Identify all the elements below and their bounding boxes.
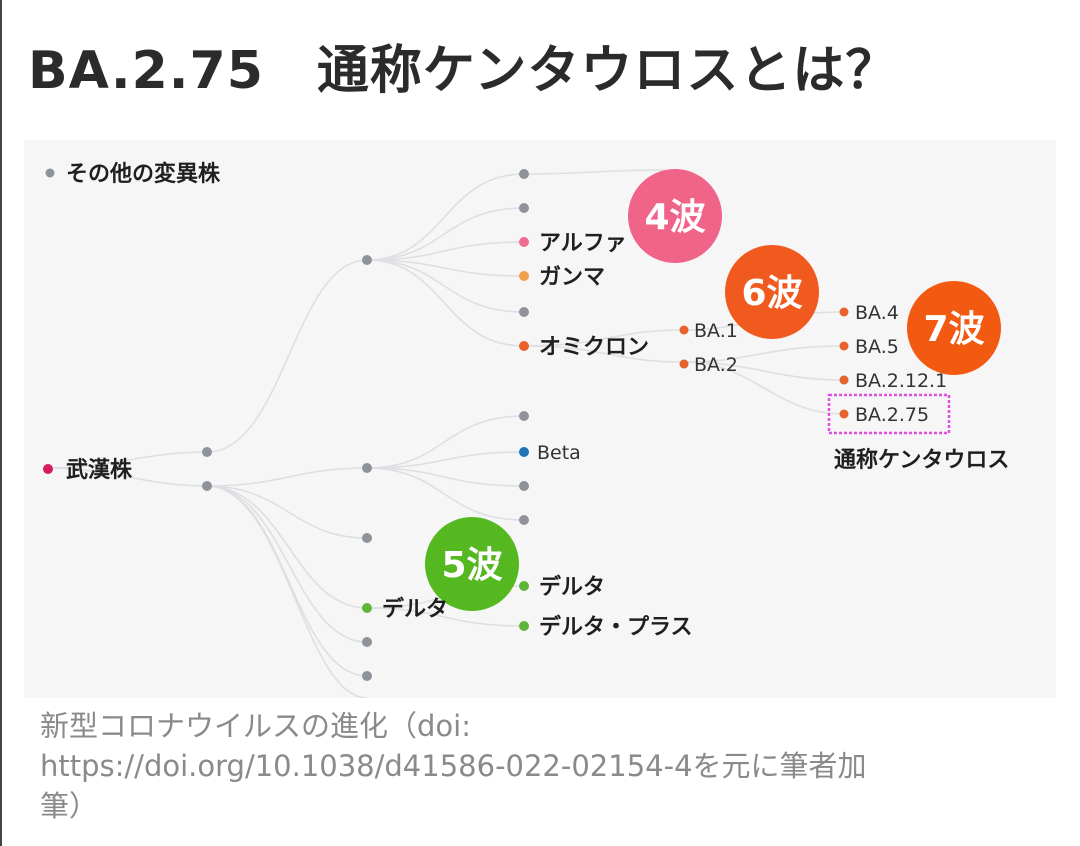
- wave-6-circle: [725, 245, 819, 339]
- left-border: [0, 0, 2, 846]
- label-ba2: BA.2: [694, 354, 738, 376]
- node-beta: [519, 447, 529, 457]
- wave-5-label: 5波: [441, 545, 502, 586]
- node: [202, 447, 212, 457]
- node: [362, 671, 372, 681]
- node-ba4: [839, 307, 849, 317]
- label-beta: Beta: [537, 442, 581, 464]
- label-delta-plus: デルタ・プラス: [539, 614, 693, 640]
- node: [519, 307, 529, 317]
- variant-tree-figure: その他の変異株 武漢株 アルファ ガンマ オミクロン BA.1 BA.2 BA.…: [24, 140, 1056, 698]
- ba275-highlight-box: [827, 393, 951, 435]
- label-ba1: BA.1: [694, 320, 738, 342]
- node-other: [45, 168, 55, 178]
- wave-5-circle: [425, 517, 519, 611]
- node: [519, 203, 529, 213]
- label-alpha: アルファ: [539, 231, 627, 256]
- node: [519, 515, 529, 525]
- wave-6-label: 6波: [741, 273, 802, 314]
- node-wuhan: [43, 464, 53, 474]
- caption-line-1: 新型コロナウイルスの進化（doi:: [40, 709, 471, 743]
- caption-line-3: 筆）: [40, 789, 99, 823]
- label-omicron: オミクロン: [539, 335, 649, 360]
- figure-caption: 新型コロナウイルスの進化（doi: https://doi.org/10.103…: [40, 706, 1040, 826]
- node-delta: [519, 581, 529, 591]
- node-delta-mid: [362, 603, 372, 613]
- caption-line-2: https://doi.org/10.1038/d41586-022-02154…: [40, 749, 867, 783]
- node-delta-plus: [519, 621, 529, 631]
- wave-7-circle: [907, 281, 1001, 375]
- label-delta: デルタ: [539, 574, 605, 600]
- node-ba2: [679, 359, 689, 369]
- wave-4-circle: [628, 169, 722, 263]
- node-ba2121: [839, 375, 849, 385]
- label-wuhan: 武漢株: [66, 457, 133, 483]
- wave-4-label: 4波: [644, 197, 705, 238]
- node-alpha: [519, 237, 529, 247]
- wave-7-label: 7波: [923, 309, 984, 350]
- node-omicron: [519, 341, 529, 351]
- label-gamma: ガンマ: [539, 265, 605, 290]
- label-ba2121: BA.2.12.1: [855, 370, 947, 392]
- node: [362, 255, 372, 265]
- label-ba5: BA.5: [855, 336, 899, 358]
- variant-tree: その他の変異株 武漢株 アルファ ガンマ オミクロン BA.1 BA.2 BA.…: [43, 161, 1009, 698]
- label-delta-mid: デルタ: [382, 596, 448, 622]
- label-other: その他の変異株: [66, 161, 221, 187]
- node-ba275: [839, 409, 849, 419]
- node: [202, 481, 212, 491]
- label-centaurus: 通称ケンタウロス: [834, 447, 1009, 473]
- page-title: BA.2.75 通称ケンタウロスとは？: [28, 41, 899, 101]
- node: [362, 463, 372, 473]
- label-ba4: BA.4: [855, 302, 899, 324]
- tree-nodes: [43, 168, 849, 681]
- label-ba275: BA.2.75: [855, 404, 929, 426]
- node-ba1: [679, 325, 689, 335]
- node: [519, 169, 529, 179]
- node: [362, 637, 372, 647]
- node-ba5: [839, 341, 849, 351]
- node: [519, 411, 529, 421]
- node: [519, 481, 529, 491]
- node: [362, 533, 372, 543]
- node-gamma: [519, 271, 529, 281]
